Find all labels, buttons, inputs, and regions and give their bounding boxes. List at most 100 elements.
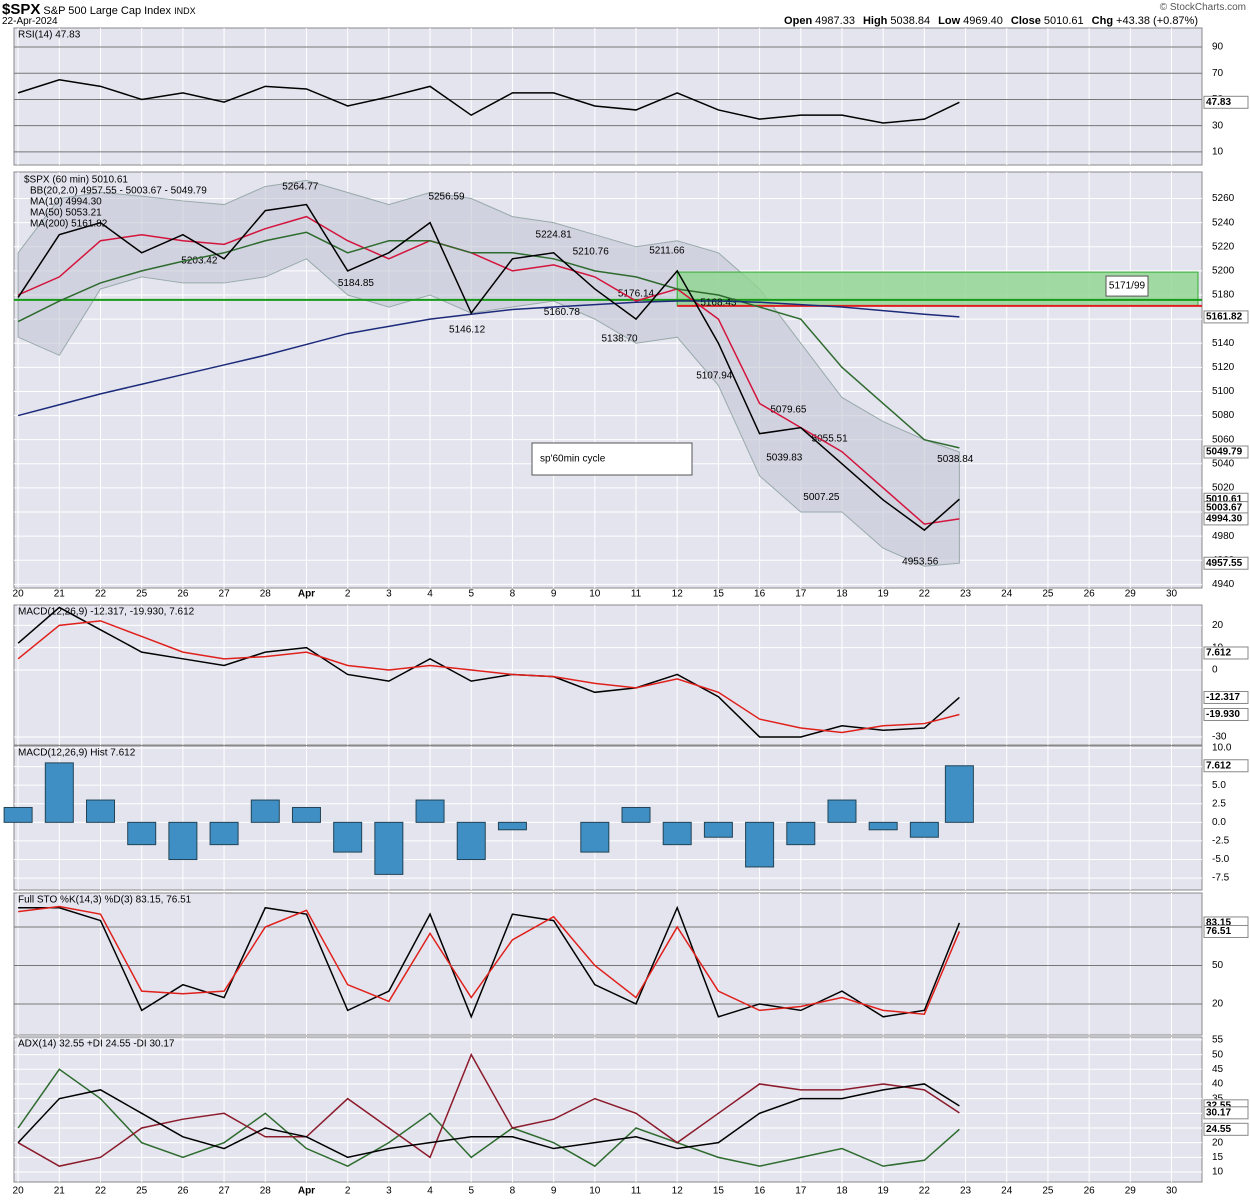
end-label-box [1203, 707, 1249, 721]
y-tick-label: 70 [1212, 68, 1224, 79]
series-line [17, 203, 960, 532]
end-label: 83.15 [1206, 918, 1231, 929]
end-label: 4957.55 [1206, 558, 1243, 569]
end-label: 32.55 [1206, 1100, 1231, 1111]
price-annotation: 5256.59 [428, 191, 465, 202]
end-label: -12.317 [1206, 692, 1240, 703]
series-line [17, 1083, 960, 1159]
index-name: S&P 500 Large Cap Index [43, 5, 172, 17]
y-tick-label: -7.5 [1212, 873, 1230, 884]
hist-bar [745, 821, 775, 868]
hist-bar [250, 799, 280, 823]
y-tick-label: 5220 [1212, 241, 1235, 252]
price-annotation: 5038.84 [937, 454, 974, 465]
x-tick-label: 16 [754, 1186, 766, 1197]
hist-bar [827, 799, 857, 823]
hist-bar [209, 821, 239, 846]
x-tick-label: 10 [589, 1186, 601, 1197]
price-annotation: 5146.12 [449, 324, 486, 335]
x-tick-label: 22 [95, 589, 107, 600]
x-tick-label: 26 [177, 1186, 189, 1197]
quote-label: Chg [1091, 15, 1114, 27]
hist-bar [621, 806, 651, 823]
x-tick-label: 26 [177, 589, 189, 600]
zone-label-box [1105, 275, 1149, 297]
x-tick-label: 25 [136, 589, 148, 600]
hist-bar [291, 806, 321, 823]
end-label: 7.612 [1206, 648, 1231, 659]
legend-entry: MA(50) 5053.21 [30, 208, 102, 219]
hist-bar [909, 821, 939, 838]
x-tick-label: 5 [468, 589, 474, 600]
exchange: INDX [174, 6, 196, 16]
x-tick-label: Apr [298, 1186, 315, 1197]
y-tick-label: 5060 [1212, 434, 1235, 445]
x-tick-label: 21 [54, 589, 66, 600]
quote-label: Close [1010, 15, 1041, 27]
price-annotation: 5264.77 [282, 181, 319, 192]
hist-bar [580, 821, 610, 853]
x-tick-label: 25 [136, 1186, 148, 1197]
y-tick-label: 5260 [1212, 193, 1235, 204]
x-tick-label: 19 [878, 589, 890, 600]
end-label: 47.83 [1206, 97, 1231, 108]
panel-title: MACD(12,26,9) -12.317, -19.930, 7.612 [18, 607, 195, 618]
x-tick-label: 26 [1084, 589, 1096, 600]
end-label-box [1203, 924, 1249, 938]
x-tick-label: 23 [960, 1186, 972, 1197]
y-tick-label: 35 [1212, 1093, 1224, 1104]
y-tick-label: 10.0 [1212, 743, 1232, 754]
end-label-box [1203, 646, 1249, 660]
price-annotation: 5203.42 [181, 255, 218, 266]
x-tick-label: 23 [960, 589, 972, 600]
quote: Open 4987.33 High 5038.84 Low 4969.40 Close 501… [784, 15, 1206, 27]
hist-bar [497, 821, 527, 831]
x-tick-label: 4 [427, 1186, 433, 1197]
x-tick-label: 20 [13, 589, 25, 600]
end-label: 5161.82 [1206, 312, 1243, 323]
quote-label: High [862, 15, 888, 27]
y-tick-label: 5120 [1212, 362, 1235, 373]
price-annotation: 5211.66 [649, 245, 685, 256]
x-tick-label: 9 [551, 589, 557, 600]
y-tick-label: 4940 [1212, 579, 1235, 590]
end-label-box [1203, 1106, 1249, 1120]
symbol-line: $SPX S&P 500 Large Cap Index INDX [2, 1, 196, 18]
x-tick-label: 2 [345, 589, 351, 600]
x-tick-label: 19 [878, 1186, 890, 1197]
end-label-box [1203, 95, 1249, 109]
hist-bar [44, 762, 74, 823]
y-tick-label: 5020 [1212, 483, 1235, 494]
panel-title: MACD(12,26,9) Hist 7.612 [18, 748, 136, 759]
x-tick-label: 24 [1001, 1186, 1013, 1197]
x-tick-label: 11 [631, 589, 642, 600]
price-annotation: 5107.94 [696, 371, 733, 382]
y-tick-label: 4980 [1212, 531, 1235, 542]
x-tick-label: 3 [386, 1186, 392, 1197]
legend-entry: $SPX (60 min) 5010.61 [24, 175, 128, 186]
end-label-box [1203, 759, 1249, 773]
x-tick-label: 4 [427, 589, 433, 600]
y-tick-label: 45 [1212, 1064, 1224, 1075]
legend-entry: MA(10) 4994.30 [30, 197, 102, 208]
end-label-box [1203, 512, 1249, 526]
symbol: $SPX [2, 1, 41, 18]
y-tick-label: 0 [1212, 665, 1218, 676]
end-label-box [1203, 556, 1249, 570]
hist-bar [456, 821, 486, 861]
panel-bg [13, 604, 1203, 746]
y-tick-label: 10 [1212, 147, 1224, 158]
end-label: 5049.79 [1206, 447, 1243, 458]
quote-value: +43.38 (+0.87%) [1116, 15, 1198, 27]
y-tick-label: 5.0 [1212, 780, 1226, 791]
y-tick-label: 30 [1212, 120, 1224, 131]
y-tick-label: -2.5 [1212, 836, 1230, 847]
y-tick-label: 5240 [1212, 217, 1235, 228]
legend-entry: BB(20,2.0) 4957.55 - 5003.67 - 5049.79 [30, 186, 207, 197]
panel-bg [13, 745, 1203, 891]
x-tick-label: 28 [260, 589, 272, 600]
y-tick-label: 55 [1212, 1035, 1224, 1046]
series-line [17, 300, 960, 417]
